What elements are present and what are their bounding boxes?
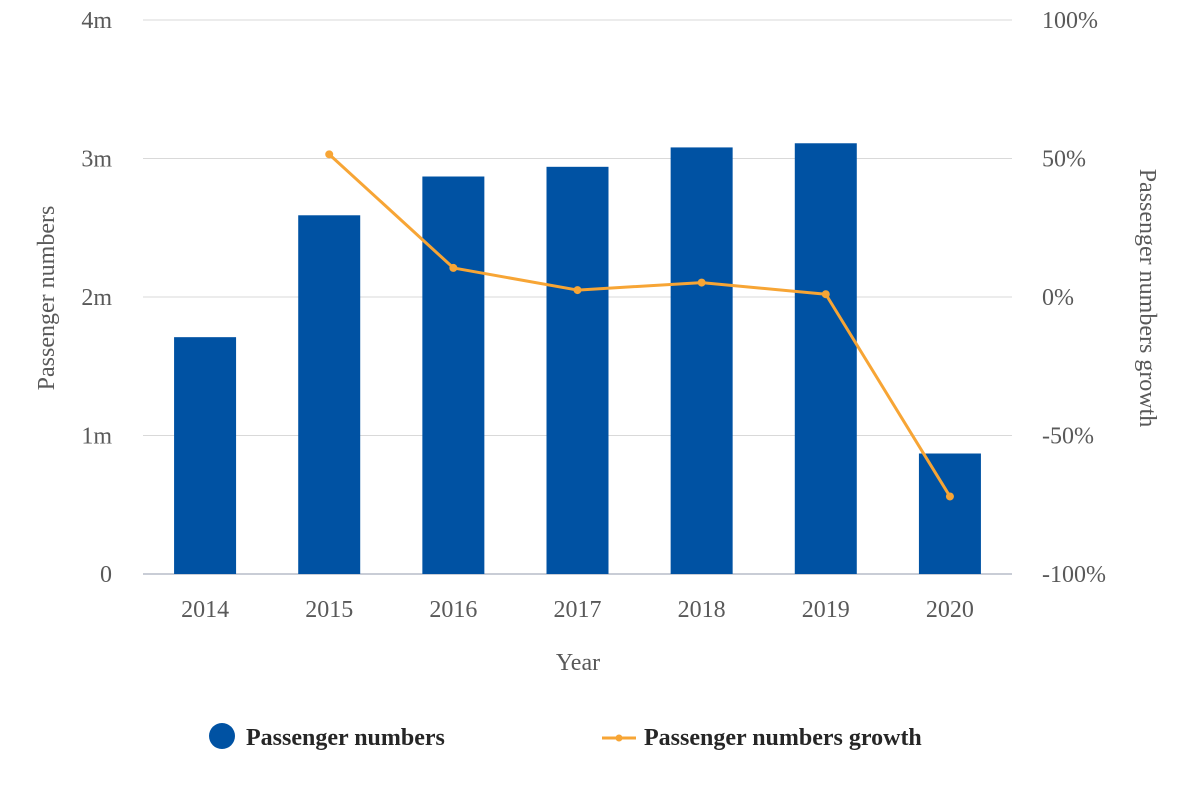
growth-point-2015 (325, 150, 334, 159)
growth-point-2019 (821, 290, 830, 299)
bar-2019 (794, 143, 857, 574)
y-axis-right-title: Passenger numbers growth (1134, 169, 1160, 428)
x-axis-ticks: 2014 2015 2016 2017 2018 2019 2020 (181, 597, 974, 623)
x-tick-label: 2018 (678, 597, 726, 623)
legend-swatch-growth-marker (615, 734, 623, 742)
left-axis-ticks: 0 1m 2m 3m 4m (81, 8, 112, 588)
growth-point-2017 (573, 286, 582, 295)
y-axis-title: Passenger numbers (34, 206, 60, 391)
growth-point-2020 (945, 492, 954, 501)
y-right-tick-label: 50% (1042, 147, 1086, 173)
y-right-tick-label: 0% (1042, 285, 1074, 311)
y-tick-label: 1m (81, 424, 112, 450)
legend-swatch-passenger-numbers (209, 723, 235, 749)
y-right-tick-label: -100% (1042, 562, 1106, 588)
bar-2017 (546, 166, 609, 574)
y-tick-label: 4m (81, 8, 112, 34)
legend-label-passenger-numbers-growth: Passenger numbers growth (644, 725, 922, 751)
growth-point-2016 (449, 263, 458, 272)
x-tick-label: 2017 (554, 597, 602, 623)
y-tick-label: 2m (81, 285, 112, 311)
legend: Passenger numbers Passenger numbers grow… (209, 723, 922, 751)
bar-2015 (298, 215, 361, 574)
x-tick-label: 2015 (305, 597, 353, 623)
y-tick-label: 3m (81, 147, 112, 173)
y-right-tick-label: 100% (1042, 8, 1098, 34)
x-tick-label: 2016 (429, 597, 477, 623)
right-axis-ticks: -100% -50% 0% 50% 100% (1042, 8, 1106, 588)
x-axis-title: Year (556, 650, 600, 676)
growth-point-2018 (697, 278, 706, 287)
bar-2016 (422, 176, 485, 574)
line-series (325, 150, 954, 501)
y-right-tick-label: -50% (1042, 424, 1094, 450)
x-tick-label: 2020 (926, 597, 974, 623)
bar-2014 (174, 337, 237, 574)
x-tick-label: 2019 (802, 597, 850, 623)
bar-2018 (670, 147, 733, 575)
x-tick-label: 2014 (181, 597, 229, 623)
bar-series (174, 143, 981, 575)
growth-line (328, 153, 952, 498)
legend-label-passenger-numbers: Passenger numbers (246, 725, 445, 751)
y-tick-label: 0 (100, 562, 112, 588)
bar-2020 (918, 453, 981, 574)
